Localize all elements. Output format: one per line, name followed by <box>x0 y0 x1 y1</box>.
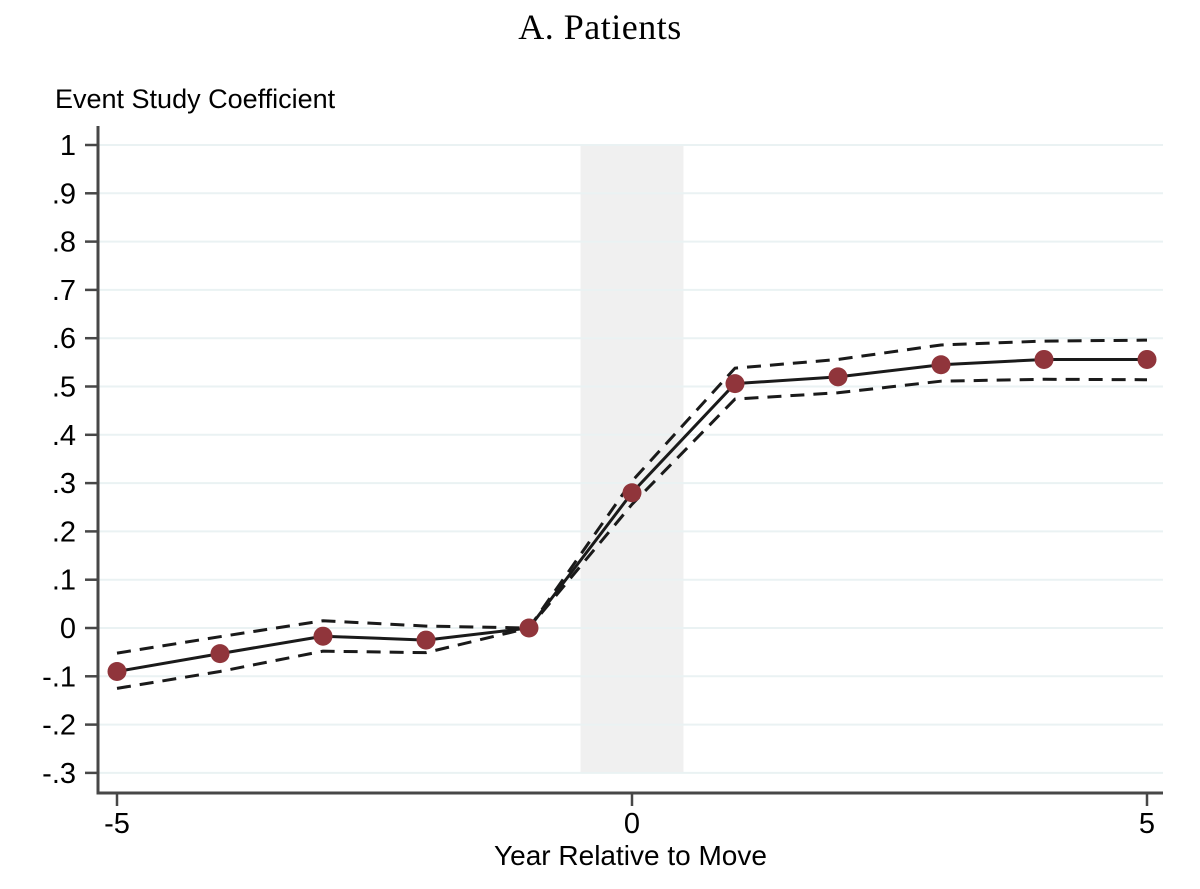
moving-period-band <box>580 145 684 773</box>
y-tick-label: .4 <box>52 420 76 452</box>
y-tick-label: .5 <box>52 372 76 404</box>
y-tick-label: .2 <box>52 516 76 548</box>
data-point-marker <box>107 661 127 681</box>
data-point-marker <box>931 355 951 375</box>
data-point-marker <box>1034 349 1054 369</box>
figure-title: A. Patients <box>518 7 682 47</box>
y-tick-label: -.3 <box>42 758 76 790</box>
data-point-marker <box>519 618 539 638</box>
y-tick-label: .3 <box>52 468 76 500</box>
x-tick-label: -5 <box>104 808 130 840</box>
x-tick-label: 0 <box>624 808 640 840</box>
y-axis-title: Event Study Coefficient <box>55 84 336 114</box>
x-axis-title: Year Relative to Move <box>494 840 767 871</box>
data-point-marker <box>622 483 642 503</box>
data-point-marker <box>725 374 745 394</box>
y-tick-label: 1 <box>60 130 76 162</box>
y-tick-label: .9 <box>52 178 76 210</box>
y-tick-label: 0 <box>60 613 76 645</box>
data-point-marker <box>313 626 333 646</box>
data-point-marker <box>1137 349 1157 369</box>
ci-lower-bound-line <box>116 377 1148 690</box>
y-tick-label: -.2 <box>42 710 76 742</box>
data-point-marker <box>210 644 230 664</box>
ci-upper-bound-line <box>116 338 1148 655</box>
y-tick-label: .1 <box>52 565 76 597</box>
y-tick-label: .6 <box>52 323 76 355</box>
data-point-marker <box>828 367 848 387</box>
y-tick-label: -.1 <box>42 661 76 693</box>
y-tick-label: .8 <box>52 227 76 259</box>
x-tick-label: 5 <box>1139 808 1155 840</box>
data-point-marker <box>416 630 436 650</box>
y-tick-label: .7 <box>52 275 76 307</box>
